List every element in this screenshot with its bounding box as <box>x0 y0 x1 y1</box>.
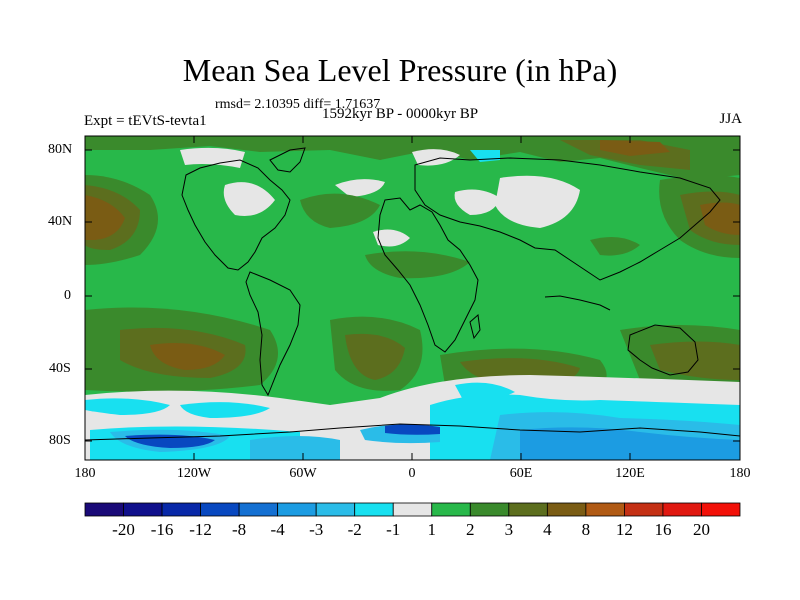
colorbar-label: 8 <box>581 520 591 539</box>
period-label: 1592kyr BP - 0000kyr BP <box>322 106 479 122</box>
lat-label-80s: 80S <box>49 433 71 448</box>
map-ticks <box>84 136 741 460</box>
colorbar-swatch <box>392 502 433 517</box>
colorbar-swatch <box>469 502 510 517</box>
colorbar-swatch <box>277 502 317 517</box>
colorbar-label: 1 <box>427 520 437 539</box>
stats-label: rmsd= 2.10395 diff= 1.71637 <box>215 97 381 112</box>
colorbar-swatch <box>624 502 664 517</box>
colorbar-label: 3 <box>504 520 514 539</box>
colorbar-swatch <box>701 502 741 517</box>
season-label: JJA <box>719 111 742 127</box>
colorbar-label: -16 <box>150 520 174 539</box>
lat-label-40n: 40N <box>48 214 73 229</box>
colorbar-swatch <box>546 502 587 517</box>
colorbar-swatch <box>585 502 625 517</box>
colorbar-label: 12 <box>615 520 633 539</box>
colorbar-label: -4 <box>270 520 285 539</box>
colorbar-swatch <box>238 502 279 517</box>
colorbar-label: 4 <box>543 520 552 539</box>
colorbar-label: 20 <box>692 520 710 539</box>
colorbar-swatch <box>431 502 471 517</box>
experiment-label: Expt = tEVtS-tevta1 <box>84 113 207 129</box>
lon-label-120e: 120E <box>615 466 645 481</box>
colorbar-swatch <box>84 502 124 517</box>
colorbar-swatch <box>161 502 201 517</box>
map-title: Mean Sea Level Pressure (in hPa) <box>182 52 618 88</box>
colorbar-label: 16 <box>654 520 672 539</box>
colorbar-label: -3 <box>309 520 324 539</box>
colorbar-label: -12 <box>189 520 212 539</box>
contour-fill <box>85 136 740 460</box>
colorbar-label: -1 <box>386 520 401 539</box>
lon-label-0: 0 <box>408 466 416 481</box>
colorbar-label: -20 <box>112 520 135 539</box>
lon-label-120w: 120W <box>176 466 212 481</box>
colorbar-swatch <box>354 502 394 517</box>
colorbar-label: 2 <box>466 520 475 539</box>
lon-label-180w: 180 <box>74 466 96 481</box>
colorbar-swatch <box>123 502 163 517</box>
lon-label-60e: 60E <box>509 466 533 481</box>
lon-label-180e: 180 <box>729 466 751 481</box>
lat-label-0: 0 <box>64 288 71 303</box>
lat-label-40s: 40S <box>49 361 71 376</box>
lat-label-80n: 80N <box>48 142 73 157</box>
colorbar-label: -8 <box>232 520 247 539</box>
colorbar-swatch <box>315 502 356 517</box>
colorbar-swatch <box>662 502 702 517</box>
coastlines <box>85 147 740 441</box>
colorbar-swatch <box>508 502 548 517</box>
colorbar <box>84 502 741 517</box>
colorbar-swatch <box>200 502 240 517</box>
colorbar-label: -2 <box>347 520 362 539</box>
lon-label-60w: 60W <box>289 466 317 481</box>
